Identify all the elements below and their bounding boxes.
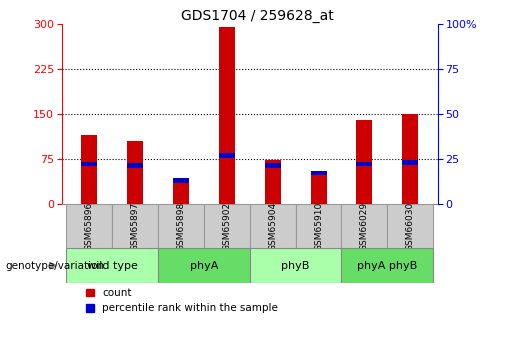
Bar bbox=[341, 204, 387, 248]
Bar bbox=[112, 204, 158, 248]
Bar bbox=[81, 162, 97, 167]
Bar bbox=[204, 204, 250, 248]
Bar bbox=[66, 204, 112, 248]
Text: phyA phyB: phyA phyB bbox=[357, 261, 418, 270]
Bar bbox=[402, 114, 418, 204]
Bar bbox=[219, 27, 235, 204]
Bar bbox=[127, 141, 143, 204]
Bar bbox=[158, 204, 204, 248]
Bar bbox=[127, 164, 143, 168]
Text: GSM65902: GSM65902 bbox=[222, 201, 231, 250]
Bar bbox=[387, 204, 433, 248]
Bar bbox=[341, 248, 433, 283]
Text: GDS1704 / 259628_at: GDS1704 / 259628_at bbox=[181, 9, 334, 23]
Text: GSM66030: GSM66030 bbox=[406, 201, 415, 250]
Bar bbox=[265, 164, 281, 168]
Bar bbox=[173, 180, 189, 204]
Text: GSM65904: GSM65904 bbox=[268, 201, 277, 250]
Bar bbox=[311, 171, 327, 176]
Text: phyB: phyB bbox=[281, 261, 310, 270]
Bar bbox=[81, 135, 97, 204]
Text: GSM65898: GSM65898 bbox=[177, 201, 185, 250]
Text: GSM65897: GSM65897 bbox=[131, 201, 140, 250]
Bar bbox=[158, 248, 250, 283]
Bar bbox=[356, 120, 372, 204]
Text: GSM65910: GSM65910 bbox=[314, 201, 323, 250]
Bar bbox=[402, 160, 418, 165]
Bar bbox=[173, 178, 189, 183]
Text: GSM66029: GSM66029 bbox=[360, 201, 369, 250]
Bar bbox=[250, 248, 341, 283]
Bar bbox=[296, 204, 341, 248]
Bar bbox=[356, 162, 372, 167]
Bar bbox=[311, 175, 327, 204]
Bar bbox=[265, 160, 281, 204]
Text: GSM65896: GSM65896 bbox=[85, 201, 94, 250]
Text: genotype/variation: genotype/variation bbox=[5, 261, 104, 270]
Text: wild type: wild type bbox=[87, 261, 138, 270]
Bar bbox=[219, 153, 235, 158]
Bar bbox=[250, 204, 296, 248]
Bar bbox=[66, 248, 158, 283]
Legend: count, percentile rank within the sample: count, percentile rank within the sample bbox=[86, 288, 278, 313]
Text: phyA: phyA bbox=[190, 261, 218, 270]
